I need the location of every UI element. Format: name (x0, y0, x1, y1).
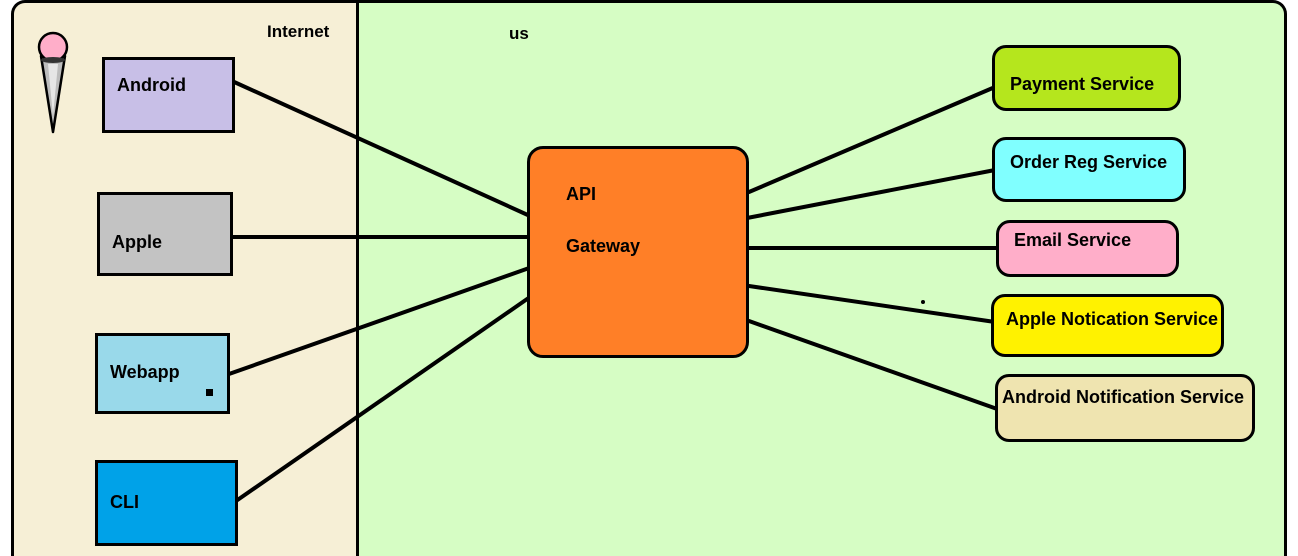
client-webapp: Webapp (95, 333, 230, 414)
connector-gateway-payment (747, 85, 997, 194)
stray-dot (921, 300, 925, 304)
order-reg-service: Order Reg Service (992, 137, 1186, 202)
connector-gateway-android-notification (747, 319, 1002, 412)
client-cli: CLI (95, 460, 238, 546)
client-webapp-label: Webapp (110, 362, 180, 382)
pin-icon (37, 31, 69, 134)
api-gateway: API Gateway (527, 146, 749, 358)
apple-notification-service: Apple Notication Service (991, 294, 1224, 357)
email-service: Email Service (996, 220, 1179, 277)
order-reg-service-label: Order Reg Service (1010, 152, 1168, 172)
api-gateway-label-line2: Gateway (566, 236, 641, 256)
us-region-label: us (509, 24, 529, 43)
internet-region-label: Internet (267, 22, 330, 41)
connector-cli-gateway (234, 295, 532, 503)
client-apple-label: Apple (112, 232, 163, 252)
android-notification-service: Android Notification Service (995, 374, 1255, 442)
client-android: Android (102, 57, 235, 133)
connector-webapp-gateway (227, 265, 534, 376)
api-gateway-label-line1: API (566, 184, 597, 204)
client-android-label: Android (117, 75, 186, 95)
client-cli-label: CLI (110, 492, 139, 512)
client-apple: Apple (97, 192, 233, 276)
email-service-label: Email Service (1014, 230, 1132, 250)
android-notification-service-label: Android Notification Service (1002, 387, 1245, 407)
payment-service: Payment Service (992, 45, 1181, 111)
connector-android-gateway (230, 79, 532, 218)
connector-gateway-order (745, 168, 997, 220)
payment-service-label: Payment Service (1010, 74, 1155, 94)
webapp-marker-dot (206, 389, 213, 396)
apple-notification-service-label: Apple Notication Service (1006, 309, 1219, 329)
connector-gateway-apple-notification (747, 284, 997, 324)
